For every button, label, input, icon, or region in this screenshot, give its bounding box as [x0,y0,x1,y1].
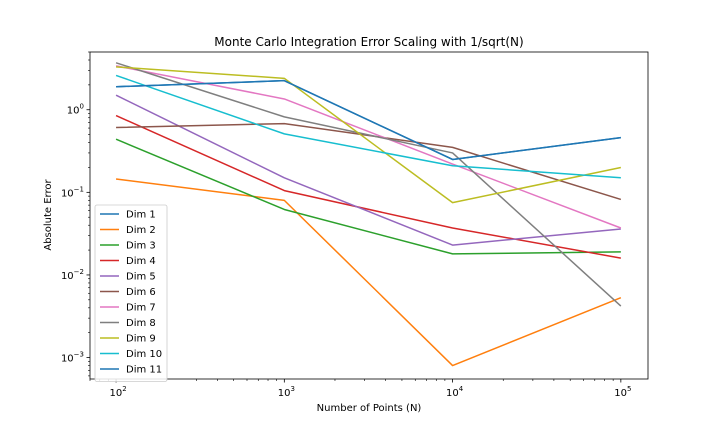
plot-frame [89,51,649,380]
plot-area [115,62,622,367]
series-line-4 [115,114,621,259]
legend-label: Dim 2 [126,225,156,236]
x-tick-label: 103 [278,385,295,399]
x-axis-label: Number of Points (N) [317,403,422,414]
legend-label: Dim 10 [126,349,162,360]
y-tick-label: 10−2 [61,268,84,282]
x-tick-label: 105 [614,385,631,399]
legend-label: Dim 11 [126,365,162,376]
series-line-11 [116,79,621,161]
legend-label: Dim 1 [126,210,156,221]
chart-title: Monte Carlo Integration Error Scaling wi… [214,35,523,49]
legend-label: Dim 9 [126,334,156,345]
legend-label: Dim 5 [126,272,156,283]
y-tick-label: 100 [67,103,84,117]
series-line-9 [116,66,622,204]
legend-label: Dim 8 [126,318,156,329]
x-tick-label: 102 [109,385,126,399]
legend-label: Dim 4 [126,256,156,267]
y-axis-label: Absolute Error [43,178,54,250]
legend-label: Dim 7 [126,303,156,314]
series-line-5 [115,94,621,246]
series-line-8 [115,62,622,307]
y-tick-label: 10−1 [61,185,84,199]
y-axis: 10−3 10−2 10−1 100 [61,51,90,377]
y-tick-label: 10−3 [61,351,84,365]
legend-label: Dim 3 [126,241,156,252]
series-line-3 [115,138,621,255]
series-line-2 [115,178,622,367]
series-line-7 [115,65,622,229]
x-tick-label: 104 [446,385,464,399]
series-line-10 [115,74,621,179]
x-axis: 102 103 104 105 [89,379,631,399]
legend: Dim 1 Dim 2 Dim 3 Dim 4 Dim 5 Dim 6 Dim 7 Dim 8… [94,204,168,382]
legend-label: Dim 6 [126,287,156,298]
